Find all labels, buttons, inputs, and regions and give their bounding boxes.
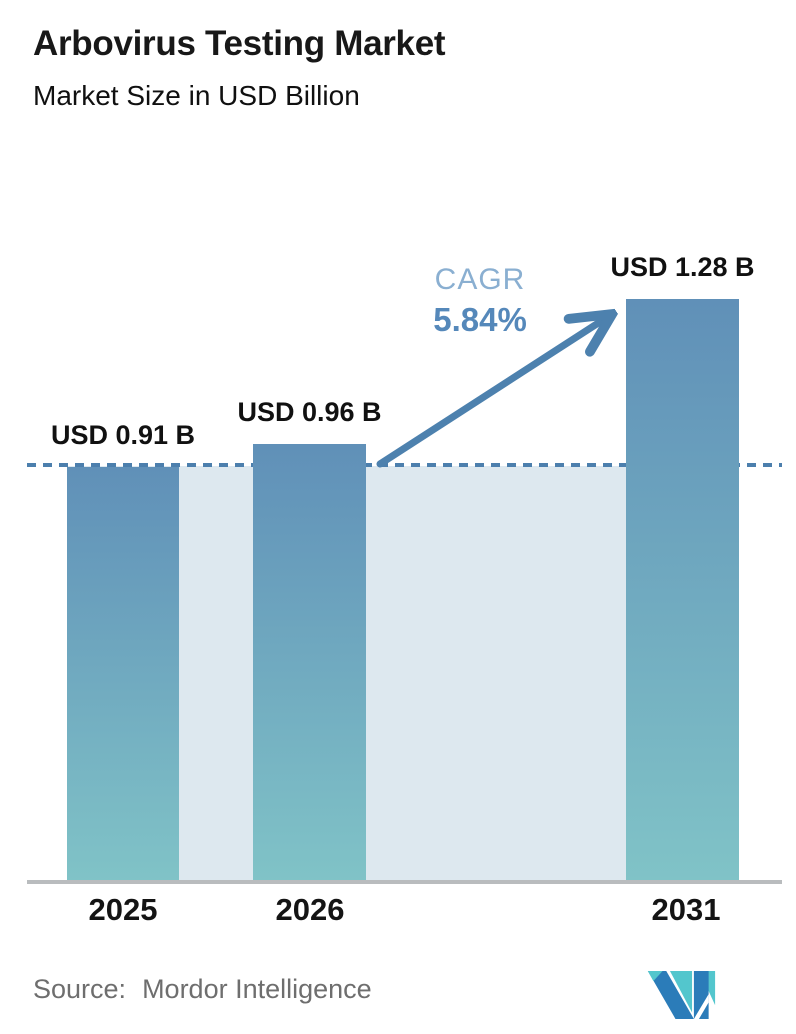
x-axis-label-2025: 2025 — [88, 892, 158, 927]
growth-arrow-icon — [376, 296, 624, 468]
bar-2025 — [67, 467, 179, 881]
x-axis-label-2031: 2031 — [651, 892, 721, 927]
baseline-dashed-line — [27, 463, 782, 467]
bar-2031 — [626, 299, 739, 881]
bar-group-2026: USD 0.96 B — [237, 397, 382, 881]
mordor-intelligence-logo — [647, 971, 716, 1019]
bar-group-2031: USD 1.28 B — [610, 252, 755, 881]
source-value: Mordor Intelligence — [142, 974, 372, 1004]
source-attribution: Source: Mordor Intelligence — [33, 974, 372, 1005]
x-axis-line — [27, 880, 782, 884]
bar-value-label: USD 1.28 B — [610, 252, 755, 282]
cagr-annotation: CAGR 5.84% — [433, 262, 527, 340]
cagr-value: 5.84% — [433, 301, 527, 338]
cagr-label: CAGR — [434, 263, 526, 296]
x-axis-label-2026: 2026 — [275, 892, 345, 927]
bar-value-label: USD 0.91 B — [50, 420, 196, 450]
page-subtitle: Market Size in USD Billion — [33, 80, 360, 111]
bar-2026 — [253, 444, 366, 881]
bar-group-2025: USD 0.91 B — [51, 420, 195, 881]
page-title: Arbovirus Testing Market — [33, 24, 446, 63]
bar-value-label: USD 0.96 B — [237, 397, 382, 427]
source-label: Source: — [33, 974, 127, 1004]
